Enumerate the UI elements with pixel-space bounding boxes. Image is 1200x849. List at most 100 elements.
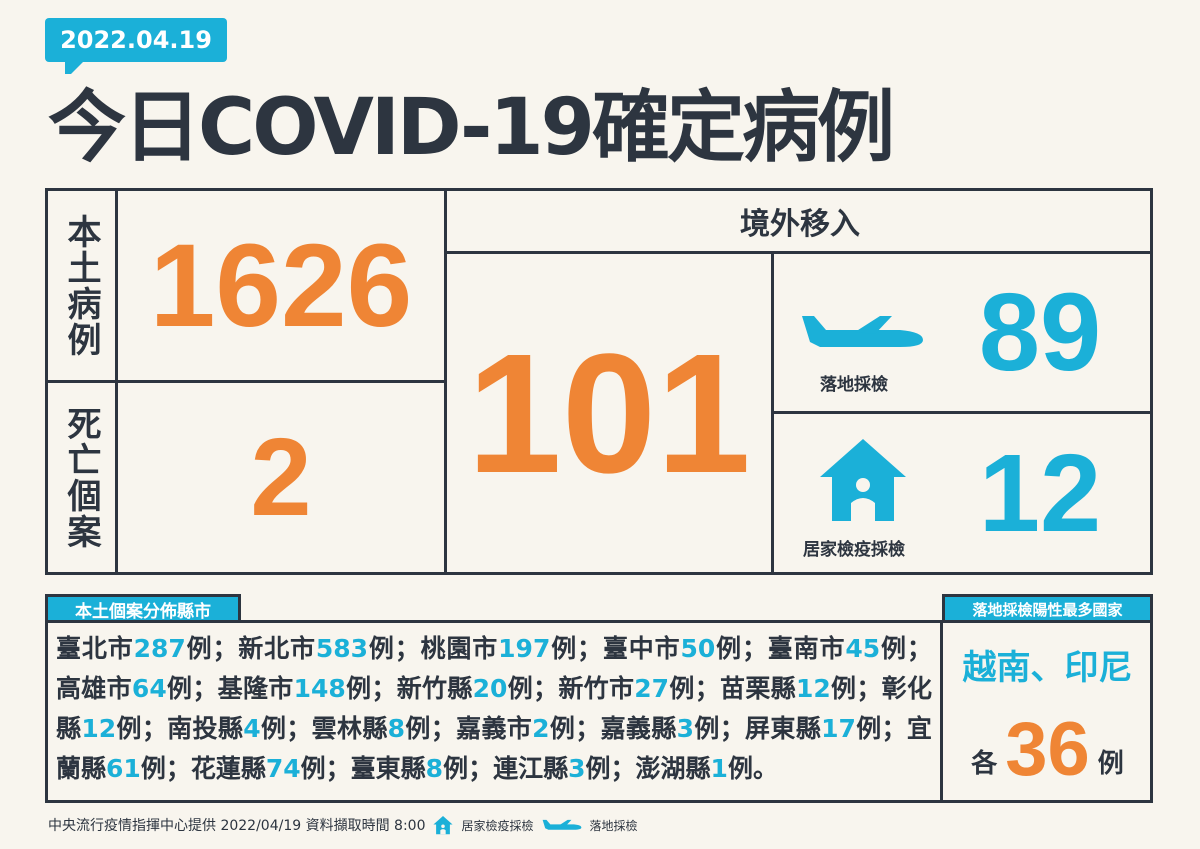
district-unit: 例； [368, 634, 420, 663]
divider [772, 411, 1153, 414]
local-cases-label: 本土病例 [61, 213, 101, 358]
district-name: 連江縣 [493, 754, 569, 783]
top-countries-label: 落地採檢陽性最多國家 [942, 594, 1153, 621]
district-unit: 例； [185, 634, 238, 663]
district-name: 臺中市 [602, 634, 681, 663]
district-name: 屏東縣 [744, 714, 822, 743]
district-unit: 例； [694, 714, 745, 743]
landing-label: 落地採檢 [820, 375, 888, 395]
district-item: 臺南市45例； [767, 634, 932, 663]
home-quarantine-label: 居家檢疫採檢 [803, 540, 905, 560]
district-count: 2 [532, 714, 550, 743]
district-unit: 例； [585, 754, 636, 783]
district-unit: 例； [116, 714, 167, 743]
district-unit: 例； [140, 754, 191, 783]
suffix: 例 [1097, 749, 1124, 779]
district-item: 高雄市64例； [56, 674, 217, 703]
district-count: 17 [821, 714, 856, 743]
district-unit: 例； [669, 674, 720, 703]
district-unit: 例； [880, 634, 932, 663]
divider [444, 188, 447, 575]
district-item: 花蓮縣74例； [191, 754, 351, 783]
district-name: 彰化縣 [56, 674, 932, 743]
district-count: 50 [680, 634, 716, 663]
district-name: 雲林縣 [311, 714, 388, 743]
divider [445, 251, 1153, 254]
district-count: 1 [710, 754, 728, 783]
district-count: 74 [265, 754, 301, 783]
district-count: 8 [425, 754, 444, 783]
district-item: 桃園市197例； [420, 634, 602, 663]
top-countries-panel [942, 620, 1153, 803]
district-item: 嘉義市2例； [456, 714, 600, 743]
district-count: 8 [387, 714, 406, 743]
distribution-list: 臺北市287例；新北市583例；桃園市197例；臺中市50例；臺南市45例；高雄… [45, 620, 943, 803]
district-unit: 例； [715, 634, 767, 663]
district-unit: 例； [507, 674, 559, 703]
district-item: 嘉義縣3例； [600, 714, 744, 743]
district-count: 3 [568, 754, 586, 783]
district-item: 連江縣3例； [493, 754, 635, 783]
deaths-value: 2 [250, 416, 312, 539]
district-count: 27 [634, 674, 670, 703]
imported-value: 101 [467, 319, 751, 509]
prefix: 各 [971, 749, 998, 779]
district-item: 彰化縣12例； [56, 674, 932, 743]
district-item: 臺東縣8例； [351, 754, 493, 783]
divider [45, 380, 445, 383]
home-quarantine-value: 12 [978, 431, 1102, 555]
district-unit: 例； [550, 634, 603, 663]
district-unit: 例； [830, 674, 882, 703]
top-countries-value: 36 [1005, 707, 1090, 792]
district-unit: 例； [405, 714, 456, 743]
district-name: 基隆市 [217, 674, 294, 703]
district-item: 澎湖縣1例。 [636, 754, 778, 783]
legend-home: 居家檢疫採檢 [461, 818, 534, 833]
district-unit: 例； [549, 714, 601, 743]
district-name: 南投縣 [166, 714, 244, 743]
district-count: 12 [795, 674, 831, 703]
district-unit: 例。 [727, 754, 778, 783]
district-unit: 例； [345, 674, 397, 703]
district-count: 20 [472, 674, 508, 703]
house-icon [433, 816, 454, 835]
district-unit: 例； [166, 674, 218, 703]
district-name: 臺北市 [56, 634, 134, 663]
district-item: 屏東縣17例； [745, 714, 907, 743]
district-unit: 例； [855, 714, 907, 743]
district-name: 新北市 [237, 634, 316, 663]
district-name: 臺東縣 [350, 754, 426, 783]
local-cases-value: 1626 [149, 219, 413, 352]
district-name: 嘉義市 [455, 714, 533, 743]
district-count: 4 [243, 714, 261, 743]
district-unit: 例； [260, 714, 312, 743]
district-name: 澎湖縣 [635, 754, 711, 783]
district-name: 新竹市 [558, 674, 635, 703]
district-count: 148 [293, 674, 346, 703]
district-count: 64 [131, 674, 167, 703]
house-icon [820, 439, 906, 521]
source-note: 中央流行疫情指揮中心提供 2022/04/19 資料擷取時間 8:00 [48, 818, 426, 834]
imported-label: 境外移入 [740, 207, 860, 242]
district-item: 南投縣4例； [167, 714, 311, 743]
district-name: 宜蘭縣 [56, 714, 932, 783]
date-badge: 2022.04.19 [45, 18, 227, 74]
district-item: 新北市583例； [237, 634, 419, 663]
district-name: 苗栗縣 [719, 674, 796, 703]
district-count: 287 [133, 634, 186, 663]
top-countries: 越南、印尼 [962, 648, 1133, 688]
district-name: 花蓮縣 [190, 754, 266, 783]
district-item: 宜蘭縣61例； [56, 714, 932, 783]
deaths-label: 死亡個案 [61, 405, 101, 550]
district-count: 3 [676, 714, 695, 743]
district-item: 苗栗縣12例； [720, 674, 882, 703]
district-count: 12 [81, 714, 117, 743]
district-name: 臺南市 [766, 634, 846, 663]
district-name: 嘉義縣 [600, 714, 677, 743]
district-count: 45 [845, 634, 881, 663]
landing-value: 89 [978, 271, 1102, 394]
district-name: 高雄市 [56, 674, 132, 703]
district-item: 基隆市148例； [217, 674, 396, 703]
district-count: 61 [106, 754, 141, 783]
district-count: 197 [498, 634, 551, 663]
